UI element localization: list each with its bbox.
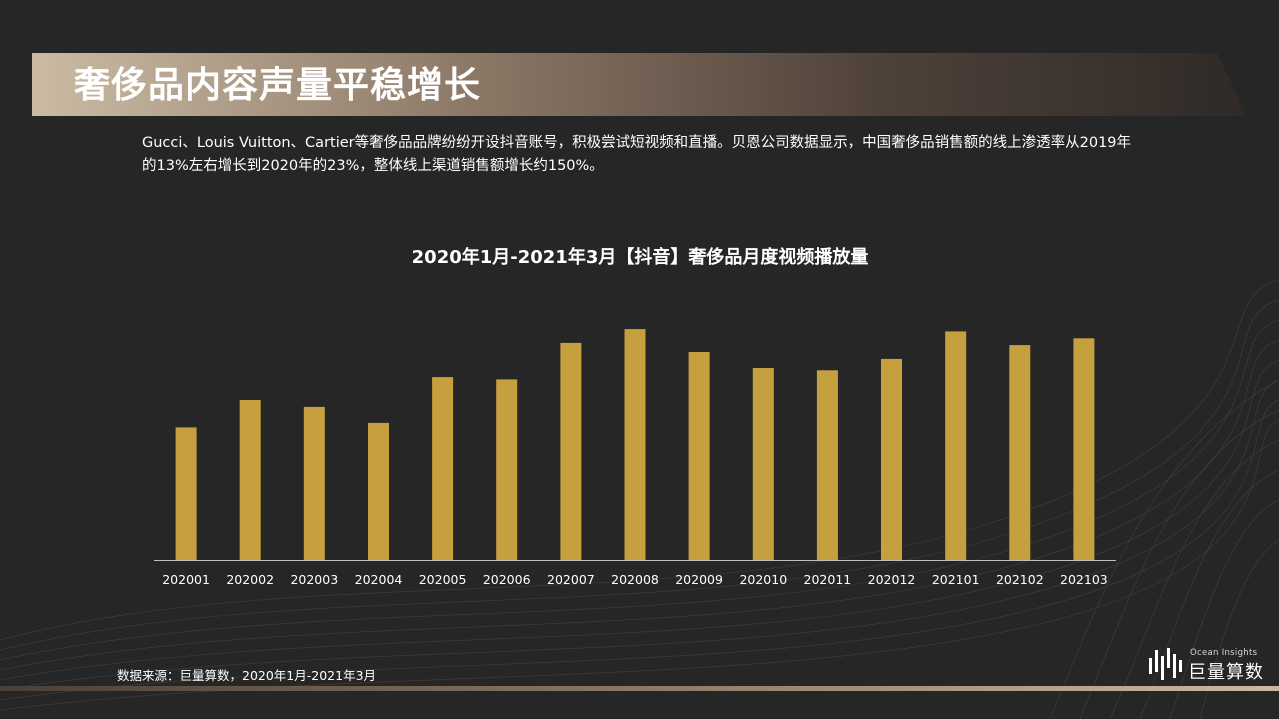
- bar-202101: [945, 331, 967, 560]
- bar-202006: [496, 379, 518, 560]
- x-tick-label: 202005: [419, 572, 467, 587]
- bar-202103: [1073, 338, 1095, 560]
- bar-202002: [239, 400, 261, 560]
- bar-202005: [432, 377, 454, 560]
- x-tick-label: 202103: [1060, 572, 1108, 587]
- x-tick-label: 202010: [739, 572, 787, 587]
- intro-paragraph: Gucci、Louis Vuitton、Cartier等奢侈品品牌纷纷开设抖音账…: [142, 135, 1132, 174]
- brand-name: 巨量算数: [1188, 662, 1264, 683]
- bar-202007: [560, 342, 582, 560]
- x-tick-label: 202007: [547, 572, 595, 587]
- x-tick-label: 202001: [162, 572, 210, 587]
- x-tick-label: 202008: [611, 572, 659, 587]
- x-tick-label: 202009: [675, 572, 723, 587]
- x-tick-label: 202101: [932, 572, 980, 587]
- bar-202011: [816, 370, 838, 560]
- data-source-note: 数据来源：巨量算数，2020年1月-2021年3月: [117, 668, 377, 683]
- brand-subtitle: Ocean Insights: [1190, 648, 1258, 658]
- x-tick-label: 202004: [355, 572, 403, 587]
- x-tick-label: 202006: [483, 572, 531, 587]
- x-tick-label: 202102: [996, 572, 1044, 587]
- bar-202012: [881, 358, 902, 560]
- x-tick-label: 202003: [290, 572, 338, 587]
- bar-202003: [303, 406, 325, 560]
- bar-waveform-logo-icon: [1149, 648, 1182, 680]
- bar-202102: [1009, 345, 1031, 560]
- page-title: 奢侈品内容声量平稳增长: [74, 65, 482, 106]
- bar-202010: [752, 368, 774, 560]
- x-tick-label: 202011: [804, 572, 852, 587]
- chart-title: 2020年1月-2021年3月【抖音】奢侈品月度视频播放量: [411, 247, 869, 268]
- bar-202001: [175, 427, 197, 560]
- bottom-accent-bar: [0, 686, 1279, 691]
- bar-202004: [368, 422, 389, 560]
- x-tick-label: 202012: [868, 572, 916, 587]
- bar-202009: [688, 352, 710, 560]
- bar-202008: [624, 329, 646, 560]
- title-banner: [32, 53, 1247, 116]
- x-tick-label: 202002: [226, 572, 274, 587]
- brand-logo: Ocean Insights 巨量算数: [1148, 646, 1273, 684]
